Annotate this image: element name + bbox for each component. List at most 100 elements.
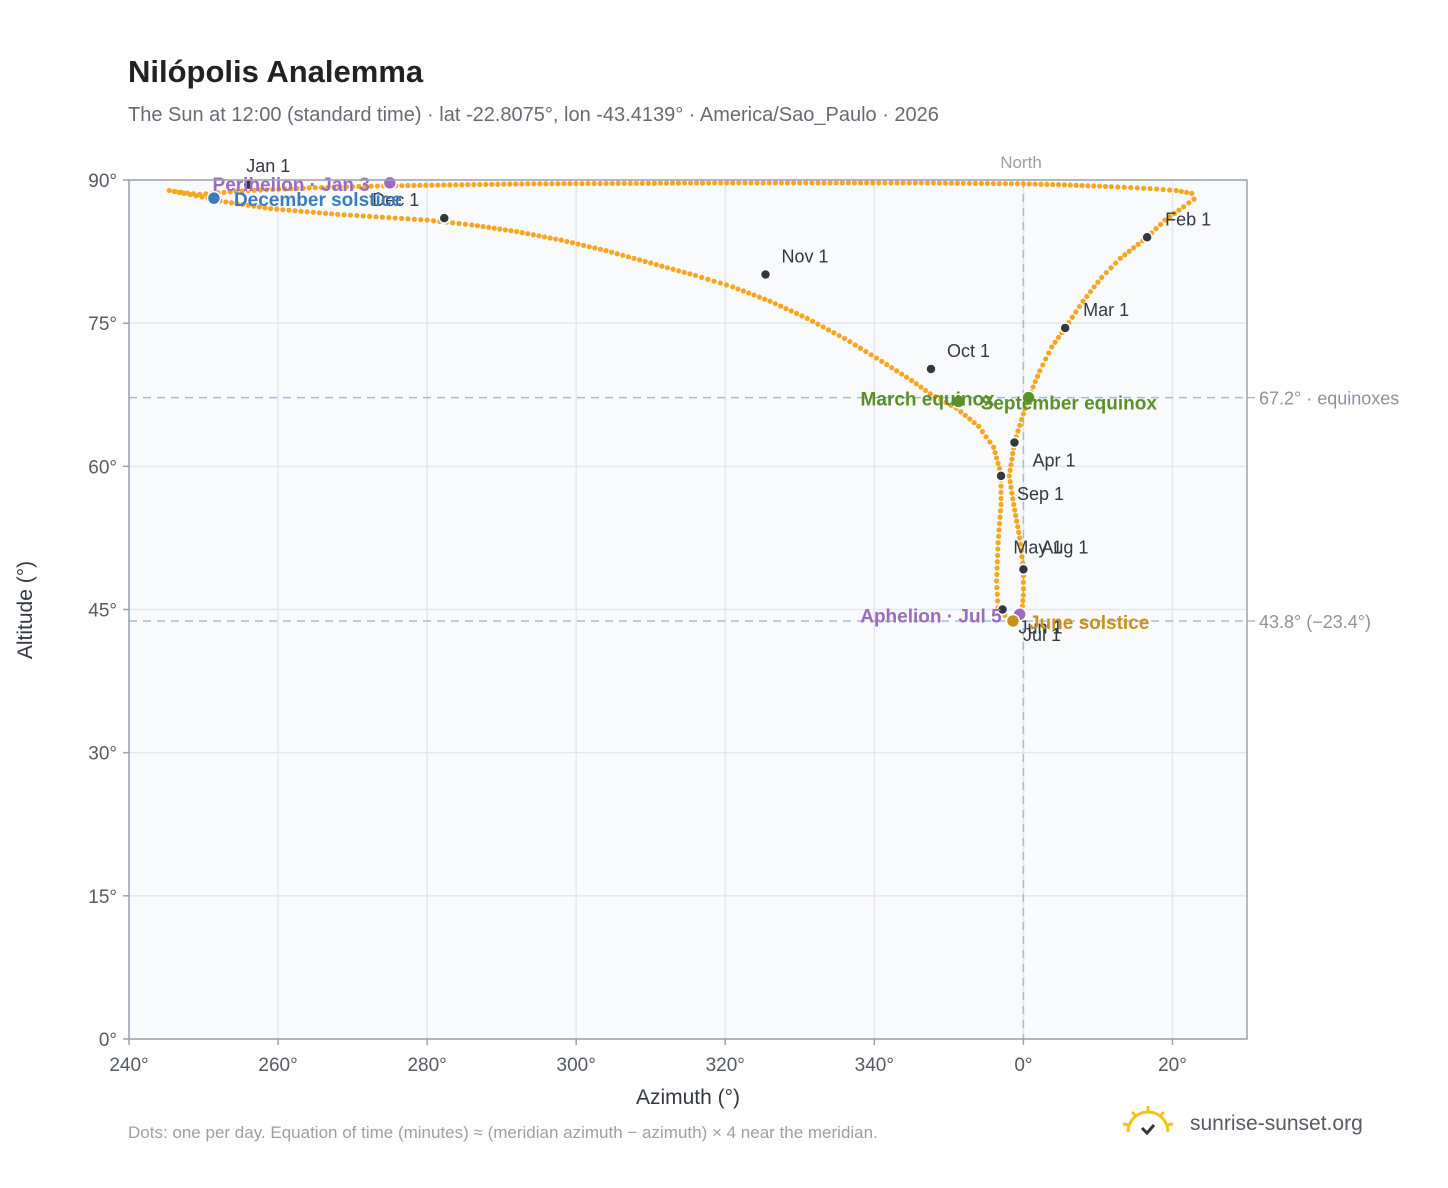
daily-sun-dot bbox=[480, 223, 486, 230]
daily-sun-dot bbox=[465, 182, 471, 188]
daily-sun-dot bbox=[1157, 221, 1164, 227]
daily-sun-dot bbox=[1020, 579, 1026, 585]
daily-sun-dot bbox=[788, 308, 794, 314]
daily-sun-dot bbox=[525, 181, 531, 187]
daily-sun-dot bbox=[894, 368, 900, 374]
daily-sun-dot bbox=[742, 180, 748, 186]
daily-sun-dot bbox=[936, 180, 942, 186]
daily-sun-dot bbox=[794, 310, 800, 317]
daily-sun-dot bbox=[486, 224, 492, 230]
daily-sun-dot bbox=[669, 180, 676, 186]
daily-sun-dot bbox=[857, 345, 864, 351]
reference-lines: 67.2° · equinoxes 43.8° (−23.4°) bbox=[129, 180, 1399, 1039]
daily-sun-dot bbox=[918, 384, 924, 390]
y-tick-label: 60° bbox=[88, 457, 117, 478]
daily-sun-dot bbox=[723, 282, 730, 288]
north-label: North bbox=[1000, 153, 1042, 172]
daily-sun-dot bbox=[1067, 182, 1073, 188]
daily-sun-dot bbox=[569, 240, 576, 246]
daily-sun-dot bbox=[687, 271, 693, 277]
daily-sun-dot bbox=[651, 180, 657, 186]
daily-sun-dot bbox=[491, 225, 497, 231]
daily-sun-dot bbox=[441, 182, 447, 188]
daily-sun-dot bbox=[899, 371, 905, 377]
daily-sun-dot bbox=[847, 339, 853, 345]
daily-sun-dot bbox=[368, 183, 374, 189]
daily-sun-dot bbox=[1160, 186, 1166, 193]
daily-sun-dot bbox=[693, 180, 700, 186]
event-label: June solstice bbox=[1029, 613, 1149, 634]
daily-sun-dot bbox=[932, 394, 939, 400]
reference-line-label: 67.2° · equinoxes bbox=[1259, 389, 1399, 409]
daily-sun-dot bbox=[809, 180, 815, 186]
daily-sun-dot bbox=[561, 181, 567, 187]
daily-sun-dot bbox=[1018, 547, 1024, 554]
daily-sun-dot bbox=[181, 190, 187, 196]
daily-sun-dot bbox=[705, 276, 711, 282]
month-marker-label: Sep 1 bbox=[1017, 484, 1064, 504]
daily-sun-dot bbox=[418, 217, 424, 223]
y-tick-label: 30° bbox=[88, 744, 117, 765]
daily-sun-dot bbox=[1011, 501, 1017, 508]
y-tick-label: 15° bbox=[88, 887, 117, 908]
x-tick-label: 300° bbox=[557, 1055, 596, 1076]
daily-sun-dot bbox=[815, 180, 821, 186]
daily-sun-dot bbox=[456, 220, 462, 227]
daily-sun-dot bbox=[625, 254, 631, 260]
daily-sun-dot bbox=[1010, 496, 1016, 502]
daily-sun-dot bbox=[531, 181, 537, 187]
daily-sun-dot bbox=[1108, 184, 1114, 190]
daily-sun-dot bbox=[586, 244, 592, 250]
brand-logo[interactable]: sunrise-sunset.org bbox=[1120, 1104, 1390, 1144]
daily-sun-dot bbox=[276, 186, 282, 192]
daily-sun-dot bbox=[166, 187, 172, 194]
month-marker-label: Dec 1 bbox=[372, 190, 419, 210]
month-marker-dot bbox=[438, 212, 451, 224]
event-dot bbox=[206, 190, 222, 206]
x-tick-label: 320° bbox=[706, 1055, 745, 1076]
daily-sun-dot bbox=[525, 231, 531, 237]
daily-sun-dot bbox=[1191, 196, 1197, 202]
daily-sun-dot bbox=[784, 180, 791, 186]
daily-sun-dot bbox=[263, 187, 270, 193]
daily-sun-dot bbox=[997, 514, 1003, 520]
daily-sun-dot bbox=[958, 409, 964, 415]
daily-sun-dot bbox=[331, 184, 337, 190]
daily-sun-dot bbox=[386, 215, 392, 221]
daily-sun-dot bbox=[924, 180, 930, 186]
y-tick-label: 0° bbox=[99, 1030, 117, 1051]
daily-sun-dot bbox=[687, 180, 694, 186]
daily-sun-dot bbox=[1020, 586, 1026, 592]
daily-sun-dot bbox=[1115, 184, 1121, 190]
daily-sun-dot bbox=[553, 236, 559, 242]
daily-sun-dot bbox=[948, 180, 954, 186]
daily-sun-dot bbox=[519, 181, 525, 187]
event-dot bbox=[1005, 613, 1021, 629]
daily-sun-dot bbox=[471, 181, 477, 188]
daily-sun-dot bbox=[1020, 597, 1026, 604]
daily-sun-dot bbox=[1097, 183, 1103, 189]
daily-sun-dot bbox=[888, 180, 894, 186]
daily-sun-dot bbox=[1008, 462, 1014, 468]
daily-sun-dot bbox=[399, 182, 405, 189]
daily-sun-dot bbox=[870, 180, 876, 186]
daily-sun-dot bbox=[1178, 188, 1185, 195]
daily-sun-dot bbox=[341, 212, 347, 218]
daily-sun-dot bbox=[864, 180, 870, 186]
daily-sun-dot bbox=[405, 216, 411, 222]
daily-sun-dot bbox=[912, 180, 918, 186]
daily-sun-dot bbox=[537, 181, 543, 187]
daily-sun-dot bbox=[1087, 289, 1094, 295]
daily-sun-dot bbox=[1102, 183, 1109, 190]
daily-sun-dot bbox=[360, 213, 366, 219]
daily-sun-dot bbox=[1103, 269, 1109, 276]
daily-sun-dot bbox=[1171, 210, 1177, 217]
daily-sun-dot bbox=[379, 214, 386, 220]
daily-sun-dot bbox=[772, 180, 778, 186]
daily-sun-dot bbox=[193, 193, 199, 199]
daily-sun-dot bbox=[670, 266, 676, 272]
x-tick-label: 0° bbox=[1014, 1055, 1032, 1076]
daily-sun-dot bbox=[501, 181, 507, 187]
daily-sun-dot bbox=[1084, 293, 1090, 300]
